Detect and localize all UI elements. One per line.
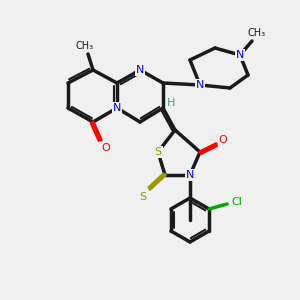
Text: N: N — [236, 50, 244, 60]
Text: N: N — [186, 170, 194, 180]
Text: Cl: Cl — [232, 197, 242, 207]
Text: O: O — [102, 143, 110, 153]
Text: CH₃: CH₃ — [248, 28, 266, 38]
Text: H: H — [167, 98, 175, 108]
Text: S: S — [140, 192, 147, 202]
Text: N: N — [196, 80, 204, 90]
Text: CH₃: CH₃ — [76, 41, 94, 51]
Text: O: O — [219, 135, 227, 145]
Text: N: N — [113, 103, 121, 113]
Text: N: N — [136, 65, 144, 75]
Text: S: S — [154, 147, 162, 157]
